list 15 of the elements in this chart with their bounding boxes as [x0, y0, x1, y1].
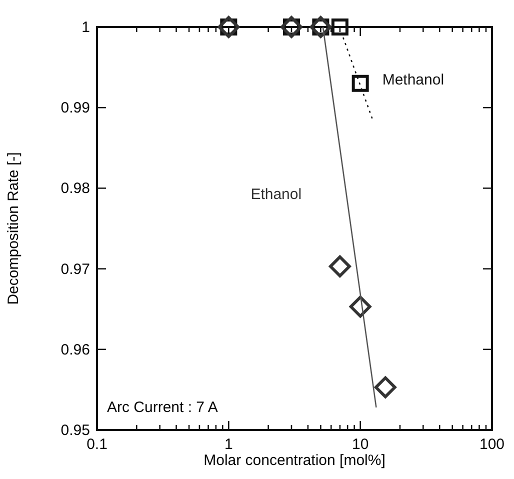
y-tick-label: 0.96	[60, 341, 90, 358]
x-tick-label: 1	[224, 436, 233, 453]
text: Ethanol	[250, 186, 302, 204]
series-label: Methanol	[382, 71, 444, 88]
y-tick-label: 0.97	[60, 260, 90, 278]
y-tick-label: 0.95	[60, 422, 90, 439]
x-tick-label: 10	[352, 436, 369, 453]
y-axis-title: Decomposition Rate [-]	[5, 152, 22, 305]
x-tick-label: 100	[479, 436, 505, 453]
x-axis-title: Molar concentration [mol%]	[204, 452, 386, 469]
y-tick-label: 0.98	[60, 180, 90, 198]
y-tick-label: 0.99	[60, 100, 90, 117]
annotation: Arc Current : 7 A	[107, 399, 218, 416]
x-tick-label: 0.1	[86, 436, 108, 453]
y-tick-label: 1	[82, 19, 90, 36]
